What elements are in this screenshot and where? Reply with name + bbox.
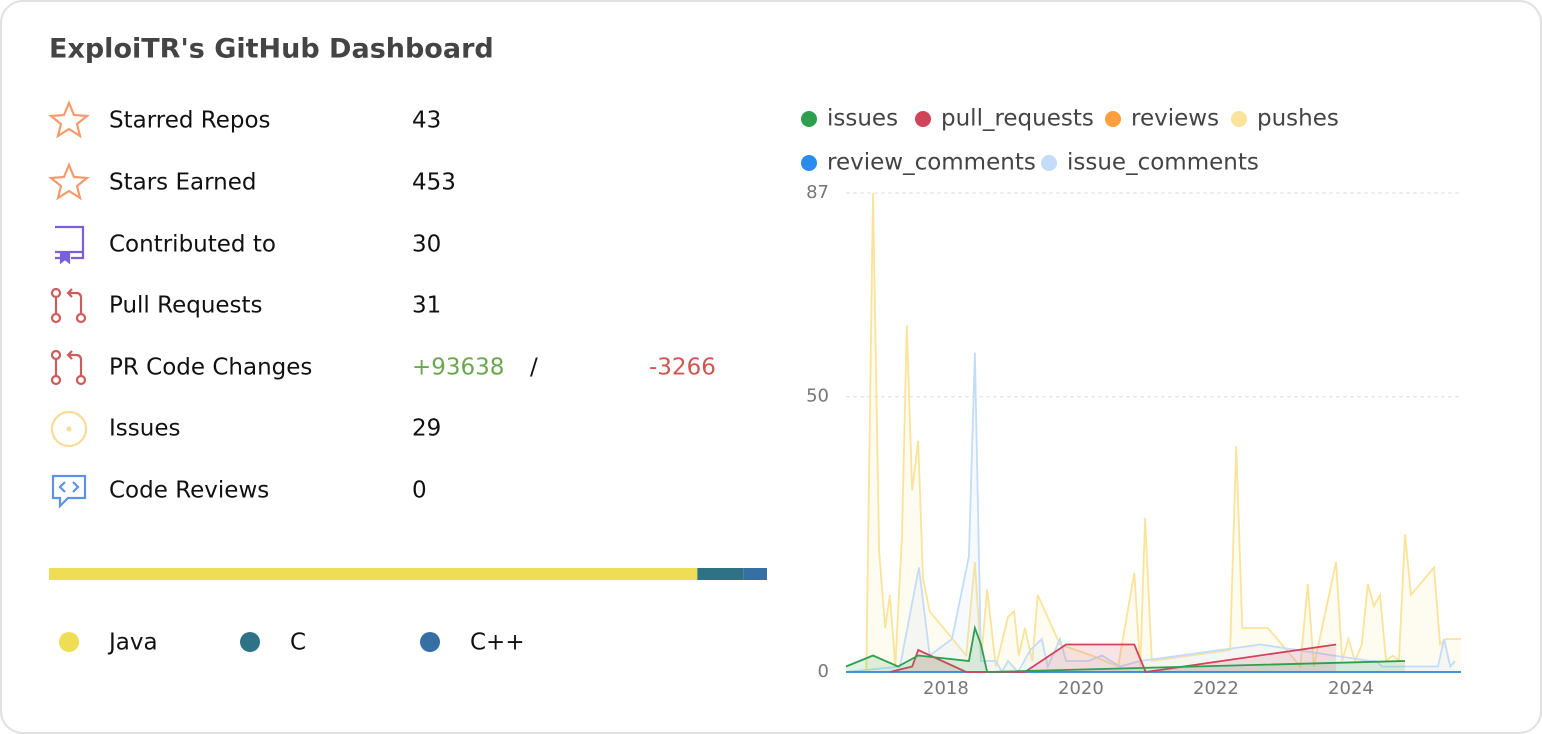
stat-value: 30 xyxy=(412,232,441,258)
legend-label: issue_comments xyxy=(1067,150,1259,176)
area xyxy=(846,352,1455,672)
stat-label: Pull Requests xyxy=(109,293,263,319)
review-icon xyxy=(51,474,87,509)
x-tick-label: 2020 xyxy=(1058,678,1104,699)
stat-label: Code Reviews xyxy=(109,478,269,504)
language-dot xyxy=(240,632,260,652)
language-bar xyxy=(49,568,698,580)
line xyxy=(889,643,1337,673)
legend-label: pull_requests xyxy=(941,106,1094,132)
language-dot xyxy=(420,632,440,652)
legend-label: reviews xyxy=(1131,106,1219,132)
issue-icon xyxy=(66,426,72,432)
pr-icon xyxy=(50,287,87,324)
stat-value: 43 xyxy=(412,108,441,134)
stat-value: 0 xyxy=(412,478,427,504)
stat-separator: / xyxy=(530,355,538,381)
language-bar xyxy=(743,568,767,580)
language-dot xyxy=(59,632,79,652)
stat-label: Contributed to xyxy=(109,232,276,258)
pr-icon xyxy=(50,349,87,386)
line xyxy=(845,352,1456,674)
icons xyxy=(48,100,90,509)
stat-label: PR Code Changes xyxy=(109,355,312,381)
language-name: Java xyxy=(107,630,158,656)
star-icon xyxy=(48,100,90,139)
language-name: C xyxy=(290,630,306,656)
x-tick-label: 2024 xyxy=(1328,678,1374,699)
language-name: C++ xyxy=(470,630,525,656)
legend-dot xyxy=(1105,111,1121,127)
star-icon xyxy=(48,162,90,201)
legend-dot xyxy=(1041,155,1057,171)
x-tick-label: 2018 xyxy=(923,678,969,699)
stat-value: 29 xyxy=(412,416,441,442)
legend-dot xyxy=(801,111,817,127)
legend-label: pushes xyxy=(1257,106,1339,132)
stat-value: 453 xyxy=(412,170,456,196)
legend-label: review_comments xyxy=(827,150,1036,176)
stat-added: +93638 xyxy=(412,355,504,381)
stat-removed: -3266 xyxy=(649,355,716,381)
y-tick-label: 50 xyxy=(806,386,829,407)
legend-dot xyxy=(915,111,931,127)
stat-label: Issues xyxy=(109,416,180,442)
legend-label: issues xyxy=(827,106,898,132)
legend-dot xyxy=(801,155,817,171)
title: ExploiTR's GitHub Dashboard xyxy=(49,34,494,65)
area xyxy=(846,628,1405,672)
stat-label: Stars Earned xyxy=(109,170,256,196)
language-bar xyxy=(697,568,744,580)
x-tick-label: 2022 xyxy=(1193,678,1239,699)
legend-dot xyxy=(1231,111,1247,127)
repo-icon xyxy=(59,252,71,265)
y-tick-label: 0 xyxy=(818,661,829,682)
stat-label: Starred Repos xyxy=(109,108,271,134)
line xyxy=(845,624,1406,673)
issue-icon xyxy=(50,410,88,448)
stat-value: 31 xyxy=(412,293,441,319)
y-tick-label: 87 xyxy=(806,182,829,203)
